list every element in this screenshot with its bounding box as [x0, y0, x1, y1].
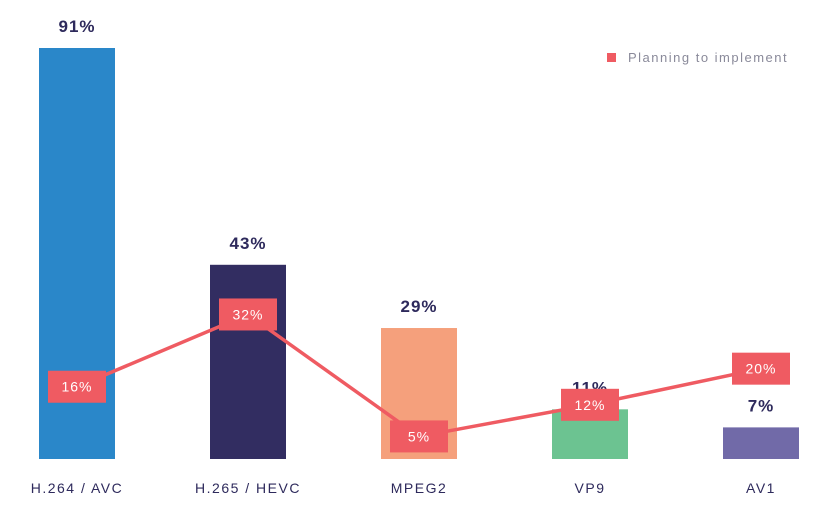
- bar-value-label-0: 91%: [58, 17, 95, 36]
- category-label-4: AV1: [746, 480, 776, 496]
- line-value-label-3: 12%: [574, 397, 605, 413]
- line-marker-3: [561, 388, 619, 421]
- category-labels: H.264 / AVC H.265 / HEVC MPEG2 VP9 AV1: [31, 480, 776, 496]
- bar-4: [723, 427, 799, 459]
- line-marker-1: [219, 298, 277, 331]
- category-label-0: H.264 / AVC: [31, 480, 124, 496]
- legend-swatch: [607, 53, 616, 62]
- line-value-label-2: 5%: [408, 428, 430, 444]
- bar-value-label-2: 29%: [400, 297, 437, 316]
- line-value-label-0: 16%: [61, 379, 92, 395]
- bar-1: [210, 264, 286, 459]
- line-value-label-1: 32%: [232, 306, 263, 322]
- line-marker-4: [732, 352, 790, 385]
- legend-label: Planning to implement: [628, 50, 788, 65]
- bar-value-labels: 91%43%29%11%7%: [58, 17, 775, 415]
- bars-group: [39, 48, 799, 459]
- bar-value-label-1: 43%: [229, 234, 266, 253]
- planning-line-group: 16% 32% 5% 12% 20%: [48, 298, 790, 453]
- category-label-1: H.265 / HEVC: [195, 480, 301, 496]
- category-label-2: MPEG2: [391, 480, 448, 496]
- bar-value-label-4: 7%: [748, 396, 775, 415]
- line-marker-0: [48, 370, 106, 403]
- line-value-label-4: 20%: [745, 361, 776, 377]
- category-label-3: VP9: [575, 480, 606, 496]
- legend: Planning to implement: [607, 50, 788, 65]
- line-marker-2: [390, 420, 448, 453]
